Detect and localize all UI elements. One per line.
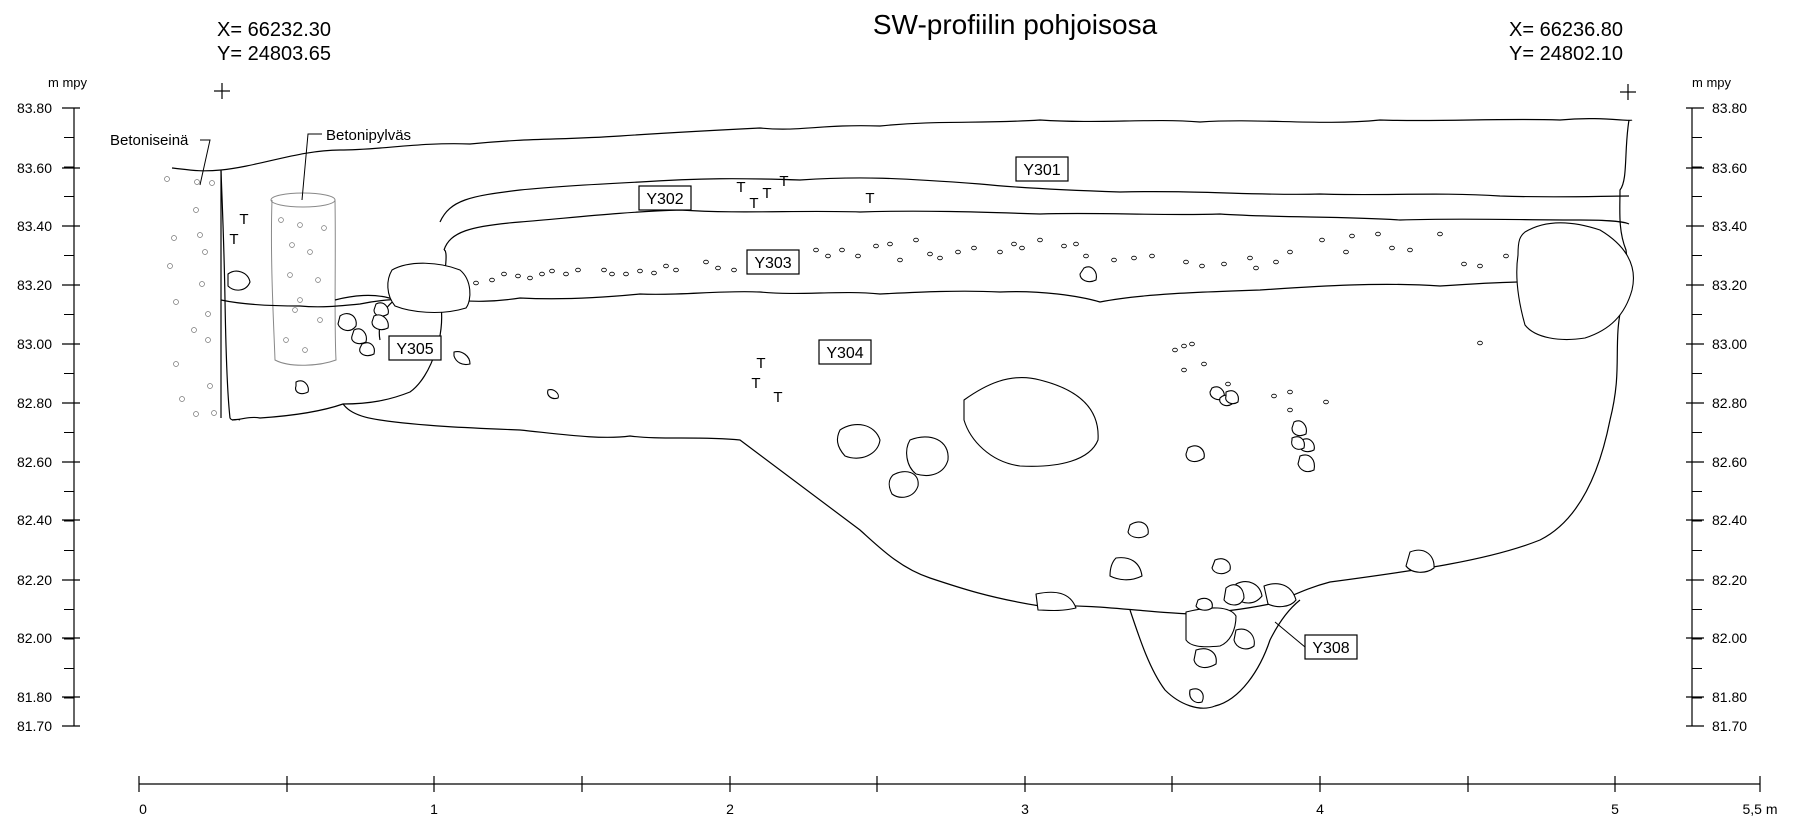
left-elevation-scale: 83.80 83.60 83.40 83.20 83.00 82.80 82.60 82.40… [17,100,80,734]
concrete-wall-label: Betoniseinä [110,132,189,149]
concrete-pillar [270,192,337,366]
concrete-pillar-leader [301,133,322,201]
layer-y303-label: Y303 [754,255,791,272]
elevation-tick-label: 83.20 [17,277,52,293]
elevation-tick-label: 82.40 [1712,512,1747,528]
layer-labels: Y301 Y302 Y303 Y304 Y305 Y308 [388,156,1358,660]
elevation-tick-label: 82.60 [1712,454,1747,470]
stones [227,222,1634,704]
find-marker-t: T [751,375,760,392]
distance-tick-label: 4 [1316,801,1324,817]
distance-tick-label: 3 [1021,801,1029,817]
concrete-pillar-label: Betonipylväs [326,127,411,144]
elevation-tick-label: 82.00 [1712,630,1747,646]
distance-tick-label: 2 [726,801,734,817]
boulder-right [1516,222,1634,341]
distance-scale: 0 1 2 3 4 5 5,5 m [138,776,1778,817]
elevation-tick-label: 82.00 [17,630,52,646]
left-coord-y: Y= 24803.65 [217,43,331,65]
elevation-tick-label: 83.00 [1712,336,1747,352]
find-marker-t: T [779,173,788,190]
layer-y308-label: Y308 [1312,640,1349,657]
elevation-tick-label: 83.60 [17,160,52,176]
layer-y305-box [388,335,442,361]
elevation-tick-label: 81.80 [17,689,52,705]
distance-tick-label: 5 [1611,801,1619,817]
find-marker-t: T [865,190,874,207]
elevation-tick-label: 81.70 [17,718,52,734]
layer-y304-box [818,339,872,365]
elevation-tick-label: 83.20 [1712,277,1747,293]
profile-outlines [171,118,1633,709]
distance-tick-label: 1 [430,801,438,817]
find-marker-t: T [736,179,745,196]
elevation-tick-label: 82.60 [17,454,52,470]
left-cross-marker [214,83,230,99]
find-marker-t: T [239,211,248,228]
find-marker-t: T [749,195,758,212]
concrete-wall [164,176,217,417]
layer-y301-label: Y301 [1023,162,1060,179]
right-elevation-scale: 83.80 83.60 83.40 83.20 83.00 82.80 82.60 82.40… [1686,100,1747,734]
right-elevation-unit: m mpy [1692,75,1732,90]
left-coord-x: X= 66232.30 [217,19,331,41]
layer-y305-label: Y305 [396,341,433,358]
right-cross-marker [1620,84,1636,100]
annotations: Betoniseinä Betonipylväs [110,127,411,201]
elevation-tick-label: 83.60 [1712,160,1747,176]
layer-y302-box [638,185,692,211]
right-coord-x: X= 66236.80 [1509,19,1623,41]
elevation-tick-label: 82.80 [17,395,52,411]
find-marker-t: T [773,389,782,406]
drawing-title: SW-profiilin pohjoisosa [873,9,1158,40]
layer-y301-box [1015,156,1069,182]
elevation-tick-label: 82.20 [17,572,52,588]
layer-y308-leader [1274,621,1306,648]
elevation-tick-label: 83.80 [1712,100,1747,116]
layer-y302-label: Y302 [646,191,683,208]
elevation-tick-label: 83.40 [1712,218,1747,234]
layer-y303-box [746,249,800,275]
layer-y304-label: Y304 [826,345,863,362]
distance-tick-label: 0 [139,801,147,817]
concrete-wall-leader [199,139,211,186]
elevation-tick-label: 83.00 [17,336,52,352]
elevation-tick-label: 81.80 [1712,689,1747,705]
elevation-tick-label: 82.40 [17,512,52,528]
elevation-tick-label: 83.80 [17,100,52,116]
elevation-tick-label: 81.70 [1712,718,1747,734]
elevation-tick-label: 82.80 [1712,395,1747,411]
right-coord-y: Y= 24802.10 [1509,43,1623,65]
elevation-tick-label: 83.40 [17,218,52,234]
find-marker-t: T [762,185,771,202]
boulder-left [387,262,471,313]
elevation-tick-label: 82.20 [1712,572,1747,588]
find-marker-t: T [756,355,765,372]
pebbles [473,231,1509,413]
left-elevation-unit: m mpy [48,75,88,90]
layer-y308-box [1304,634,1358,660]
distance-tick-label: 5,5 m [1742,801,1777,817]
find-marker-t: T [229,231,238,248]
